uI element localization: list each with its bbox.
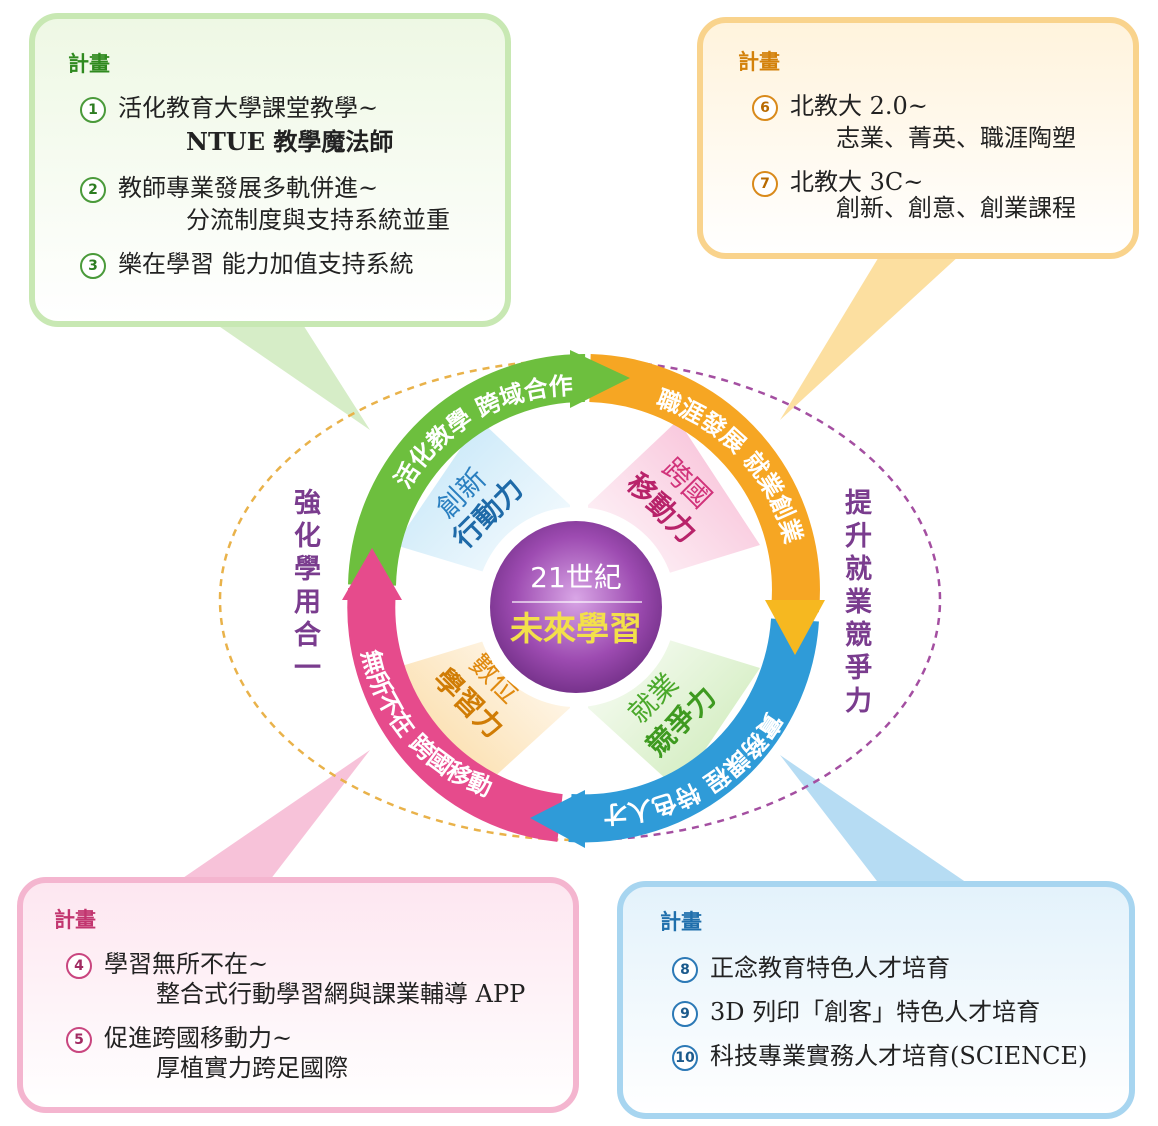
box-bottom-left-item-5: 5 促進跨國移動力~ xyxy=(66,1022,292,1054)
box-top-left-heading: 計畫 xyxy=(68,52,110,76)
box-top-right-item-7: 7 北教大 3C~ xyxy=(752,166,923,198)
item-10-line1: 科技專業實務人才培育(SCIENCE) xyxy=(710,1042,1088,1070)
item-number-5: 5 xyxy=(66,1027,92,1053)
box-top-left-item-2-line2: 分流制度與支持系統並重 xyxy=(186,206,450,234)
box-top-right-heading: 計畫 xyxy=(738,50,780,74)
item-5-line1: 促進跨國移動力~ xyxy=(104,1024,293,1052)
box-top-left-item-1: 1 活化教育大學課堂教學~ xyxy=(80,92,378,124)
dashed-ellipse-left xyxy=(218,358,581,842)
item-number-6: 6 xyxy=(752,95,778,121)
box-bottom-left-item-4-line2: 整合式行動學習網與課業輔導 APP xyxy=(156,980,526,1008)
side-label-right: 提升就業競爭力 xyxy=(840,488,871,719)
center-circle xyxy=(490,521,662,693)
item-number-8: 8 xyxy=(672,957,698,983)
center-subtitle: 未來學習 xyxy=(510,609,642,648)
box-top-right-item-6: 6 北教大 2.0~ xyxy=(752,90,928,122)
arrowhead-green xyxy=(570,350,630,408)
item-3-line1: 樂在學習 能力加值支持系統 xyxy=(118,250,414,278)
box-top-left-item-1-line2: NTUE 教學魔法師 xyxy=(186,127,394,156)
item-number-3: 3 xyxy=(80,253,106,279)
box-bottom-left-item-4: 4 學習無所不在~ xyxy=(66,948,268,980)
item-1-line1: 活化教育大學課堂教學~ xyxy=(118,94,379,122)
box-bottom-right-item-9: 9 3D 列印「創客」特色人才培育 xyxy=(672,996,1040,1028)
box-top-right-item-7-line2: 創新、創意、創業課程 xyxy=(836,194,1076,222)
callout-tail-blue xyxy=(780,755,970,885)
item-2-line1: 教師專業發展多軌併進~ xyxy=(118,174,379,202)
box-top-left xyxy=(29,13,511,327)
item-6-line1: 北教大 2.0~ xyxy=(790,92,928,120)
item-7-line1: 北教大 3C~ xyxy=(790,168,924,196)
box-bottom-right-item-10: 10 科技專業實務人才培育(SCIENCE) xyxy=(672,1040,1087,1072)
item-number-9: 9 xyxy=(672,1001,698,1027)
item-number-2: 2 xyxy=(80,177,106,203)
box-bottom-right xyxy=(617,881,1135,1119)
box-top-right xyxy=(697,17,1139,259)
arrowhead-blue xyxy=(530,790,585,848)
arrowhead-pink xyxy=(342,548,402,600)
callout-tail-orange xyxy=(780,255,960,420)
box-bottom-left xyxy=(17,877,579,1113)
item-4-line1: 學習無所不在~ xyxy=(104,950,269,978)
box-bottom-right-heading: 計畫 xyxy=(660,910,702,934)
ring-segment-pink xyxy=(347,588,564,842)
box-top-left-item-3: 3 樂在學習 能力加值支持系統 xyxy=(80,248,414,280)
arrowhead-orange xyxy=(765,600,825,655)
item-number-7: 7 xyxy=(752,171,778,197)
box-top-right-item-6-line2: 志業、菁英、職涯陶塑 xyxy=(836,124,1076,152)
item-number-10: 10 xyxy=(672,1045,698,1071)
callout-tail-pink xyxy=(180,750,370,880)
box-bottom-left-item-5-line2: 厚植實力跨足國際 xyxy=(156,1054,348,1082)
item-number-4: 4 xyxy=(66,953,92,979)
callout-tail-green xyxy=(210,320,370,430)
box-bottom-right-item-8: 8 正念教育特色人才培育 xyxy=(672,952,950,984)
item-number-1: 1 xyxy=(80,97,106,123)
item-9-line1: 3D 列印「創客」特色人才培育 xyxy=(710,998,1041,1026)
box-bottom-left-heading: 計畫 xyxy=(54,908,96,932)
side-label-left: 強化學用合一 xyxy=(289,488,320,686)
ring-segment-green xyxy=(348,353,586,586)
dashed-ellipse-right xyxy=(579,358,942,842)
item-8-line1: 正念教育特色人才培育 xyxy=(710,954,950,982)
ring-segment-blue xyxy=(568,618,819,843)
ring xyxy=(347,353,820,843)
box-top-left-item-2: 2 教師專業發展多軌併進~ xyxy=(80,172,378,204)
ring-segment-orange xyxy=(588,354,820,613)
center-title: 21世紀 xyxy=(530,561,622,594)
